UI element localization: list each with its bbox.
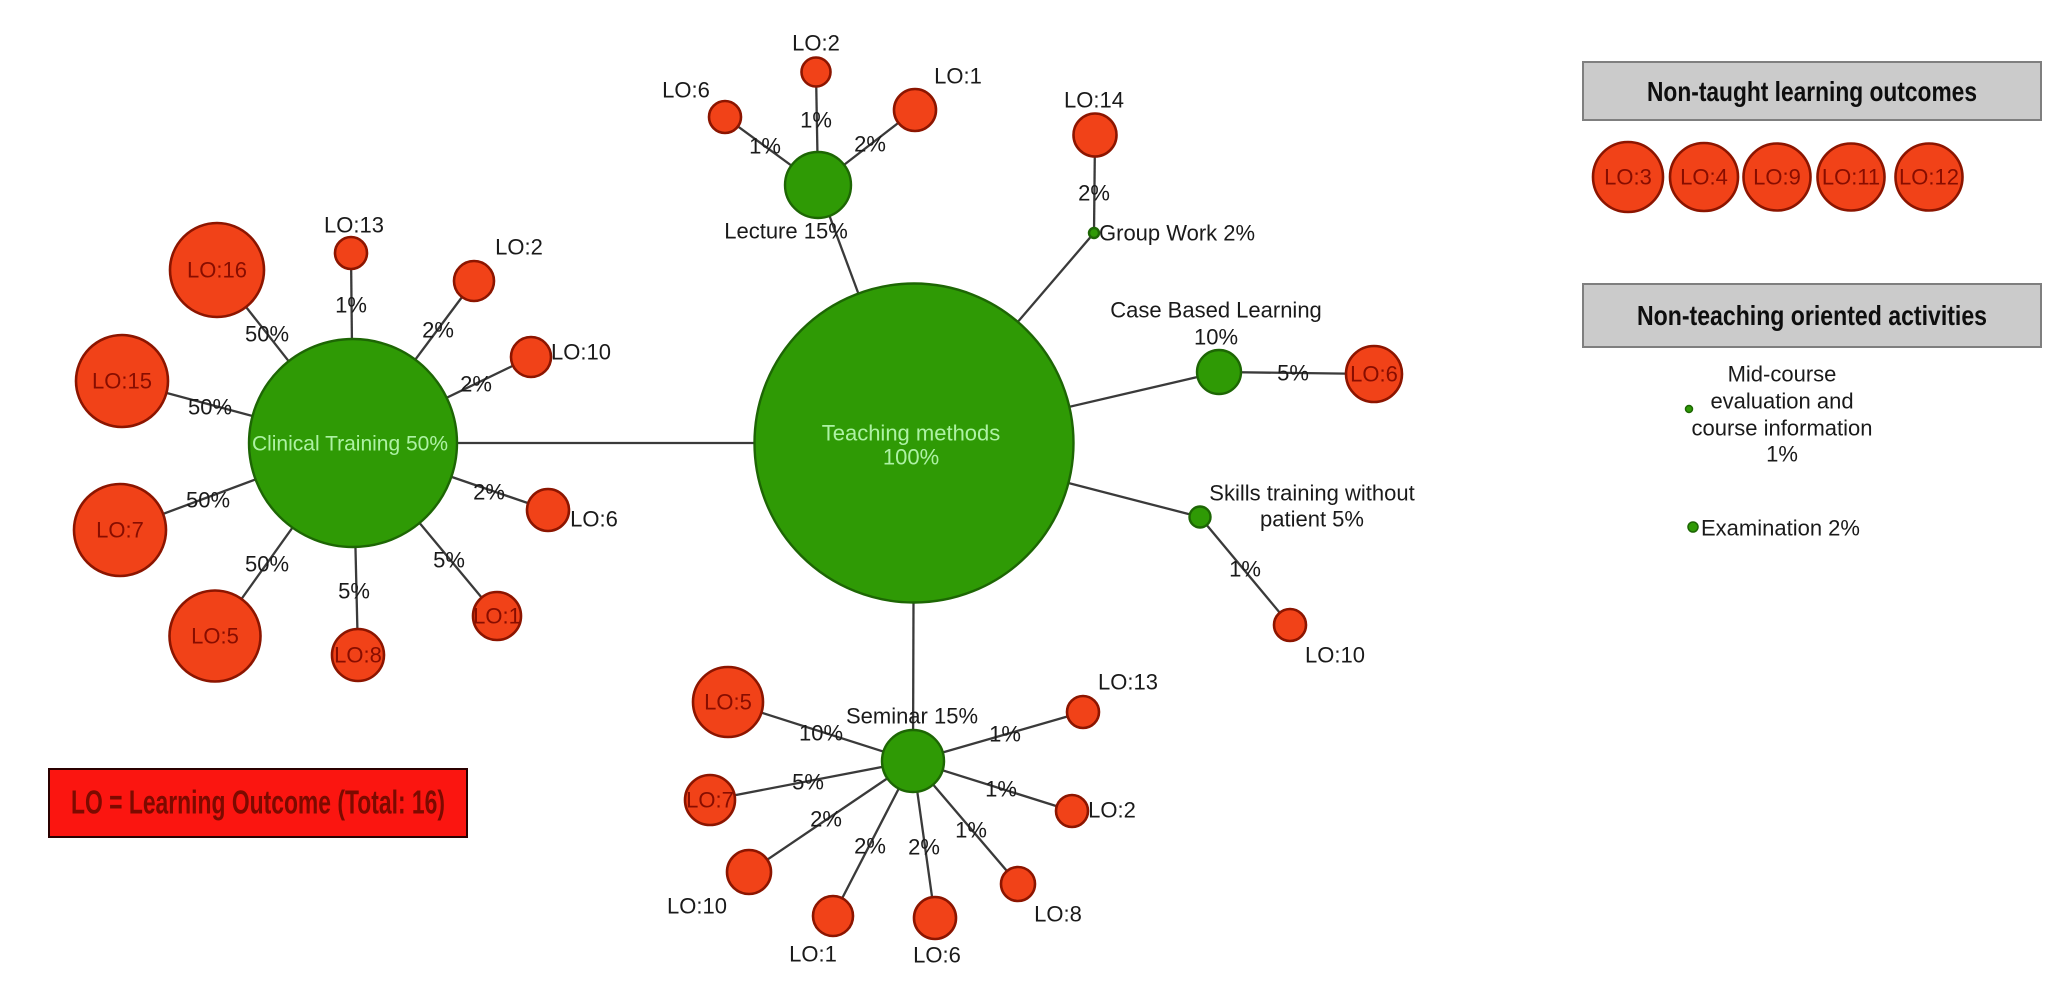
svg-text:LO:1: LO:1 (934, 64, 982, 89)
svg-text:2%: 2% (460, 372, 492, 397)
svg-text:10%: 10% (1194, 325, 1238, 350)
svg-text:LO:5: LO:5 (704, 690, 752, 715)
svg-text:LO:7: LO:7 (686, 788, 734, 813)
svg-text:LO:6: LO:6 (662, 78, 710, 103)
svg-text:LO:9: LO:9 (1753, 165, 1801, 190)
svg-text:1%: 1% (955, 818, 987, 843)
svg-text:100%: 100% (883, 445, 939, 470)
svg-text:Teaching methods: Teaching methods (822, 421, 1001, 446)
svg-text:Examination 2%: Examination 2% (1701, 516, 1860, 541)
svg-text:50%: 50% (245, 322, 289, 347)
svg-text:5%: 5% (433, 548, 465, 573)
svg-text:LO:10: LO:10 (1305, 643, 1365, 668)
svg-text:LO:7: LO:7 (96, 518, 144, 543)
svg-text:LO:4: LO:4 (1680, 165, 1728, 190)
svg-text:LO:6: LO:6 (913, 943, 961, 968)
svg-text:2%: 2% (810, 807, 842, 832)
svg-text:patient 5%: patient 5% (1260, 507, 1364, 532)
svg-text:Case Based Learning: Case Based Learning (1110, 298, 1322, 323)
svg-text:course information: course information (1692, 416, 1873, 441)
svg-text:2%: 2% (473, 480, 505, 505)
svg-text:LO:1: LO:1 (473, 604, 521, 629)
svg-text:Lecture 15%: Lecture 15% (724, 219, 848, 244)
svg-text:LO:13: LO:13 (1098, 670, 1158, 695)
svg-text:LO:6: LO:6 (570, 507, 618, 532)
svg-text:5%: 5% (1277, 361, 1309, 386)
svg-text:LO:13: LO:13 (324, 213, 384, 238)
svg-text:1%: 1% (1766, 442, 1798, 467)
svg-text:Seminar 15%: Seminar 15% (846, 704, 978, 729)
svg-text:1%: 1% (985, 777, 1017, 802)
svg-text:LO:16: LO:16 (187, 258, 247, 283)
svg-text:Group Work 2%: Group Work 2% (1099, 221, 1255, 246)
svg-text:evaluation and: evaluation and (1710, 389, 1853, 414)
svg-text:LO:10: LO:10 (551, 340, 611, 365)
svg-text:1%: 1% (800, 108, 832, 133)
svg-text:LO:2: LO:2 (495, 235, 543, 260)
svg-text:50%: 50% (188, 395, 232, 420)
svg-text:2%: 2% (1078, 181, 1110, 206)
svg-text:2%: 2% (854, 132, 886, 157)
svg-text:LO:8: LO:8 (334, 643, 382, 668)
svg-text:LO:1: LO:1 (789, 942, 837, 967)
svg-text:LO:12: LO:12 (1899, 165, 1959, 190)
svg-text:LO:8: LO:8 (1034, 902, 1082, 927)
svg-text:Mid-course: Mid-course (1728, 362, 1837, 387)
svg-text:1%: 1% (749, 134, 781, 159)
svg-text:LO:2: LO:2 (792, 31, 840, 56)
svg-text:LO:3: LO:3 (1604, 165, 1652, 190)
svg-text:Clinical Training 50%: Clinical Training 50% (252, 432, 448, 455)
svg-text:50%: 50% (245, 552, 289, 577)
svg-text:LO = Learning Outcome (Total:: LO = Learning Outcome (Total: 16) (71, 784, 445, 821)
svg-text:5%: 5% (338, 579, 370, 604)
svg-text:1%: 1% (989, 722, 1021, 747)
svg-text:1%: 1% (1229, 557, 1261, 582)
svg-text:LO:11: LO:11 (1822, 165, 1880, 190)
svg-text:LO:5: LO:5 (191, 624, 239, 649)
svg-text:50%: 50% (186, 488, 230, 513)
svg-text:LO:10: LO:10 (667, 894, 727, 919)
svg-text:10%: 10% (799, 721, 843, 746)
svg-text:2%: 2% (908, 835, 940, 860)
svg-text:LO:2: LO:2 (1088, 798, 1136, 823)
svg-text:LO:15: LO:15 (92, 369, 152, 394)
svg-text:Skills training without: Skills training without (1209, 481, 1414, 506)
svg-text:1%: 1% (335, 293, 367, 318)
svg-text:LO:6: LO:6 (1350, 362, 1398, 387)
svg-text:Non-teaching oriented activiti: Non-teaching oriented activities (1637, 300, 1987, 331)
svg-text:LO:14: LO:14 (1064, 88, 1124, 113)
svg-text:5%: 5% (792, 770, 824, 795)
svg-text:2%: 2% (422, 318, 454, 343)
svg-text:2%: 2% (854, 834, 886, 859)
svg-text:Non-taught learning outcomes: Non-taught learning outcomes (1647, 76, 1977, 107)
